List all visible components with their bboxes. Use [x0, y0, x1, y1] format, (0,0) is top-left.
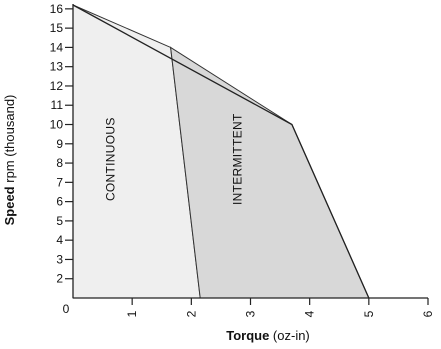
- y-tick-label-16: 16: [50, 2, 64, 16]
- y-tick-label-15: 15: [50, 21, 64, 35]
- y-axis-title-bold: Speed: [2, 186, 17, 225]
- x-axis-title: Torque (oz-in): [226, 328, 310, 343]
- x-tick-label-2: 2: [184, 310, 198, 317]
- region-label-intermittent: INTERMITTENT: [231, 113, 245, 205]
- y-tick-label-6: 6: [56, 195, 63, 209]
- y-tick-label-8: 8: [56, 156, 63, 170]
- y-tick-label-14: 14: [50, 40, 64, 54]
- y-tick-label-5: 5: [56, 214, 63, 228]
- y-tick-label-10: 10: [50, 118, 64, 132]
- x-axis-title-rest: (oz-in): [269, 328, 309, 343]
- region-label-continuous: CONTINUOUS: [103, 117, 117, 201]
- x-tick-label-6: 6: [421, 310, 435, 317]
- y-axis-title: Speed rpm (thousand): [2, 95, 17, 226]
- regions-layer: [72, 4, 370, 299]
- y-tick-label-4: 4: [56, 233, 63, 247]
- y-tick-label-3: 3: [56, 252, 63, 266]
- y-tick-label-2: 2: [56, 272, 63, 286]
- y-tick-label-12: 12: [50, 79, 64, 93]
- y-tick-label-11: 11: [51, 98, 64, 112]
- envelope-line: [72, 4, 370, 299]
- y-tick-label-7: 7: [56, 175, 63, 189]
- x-tick-label-4: 4: [303, 310, 317, 317]
- axes-layer: [65, 4, 429, 305]
- y-axis-title-rest: rpm (thousand): [2, 95, 17, 187]
- x-tick-label-1: 1: [125, 310, 139, 317]
- region-continuous: [72, 4, 201, 299]
- outline-layer: [72, 4, 370, 299]
- y-tick-label-13: 13: [50, 60, 64, 74]
- region-intermittent: [170, 46, 370, 299]
- y-tick-label-9: 9: [56, 137, 63, 151]
- x-axis-title-bold: Torque: [226, 328, 269, 343]
- origin-label: 0: [63, 302, 70, 316]
- x-tick-label-5: 5: [362, 310, 376, 317]
- x-tick-label-3: 3: [244, 310, 258, 317]
